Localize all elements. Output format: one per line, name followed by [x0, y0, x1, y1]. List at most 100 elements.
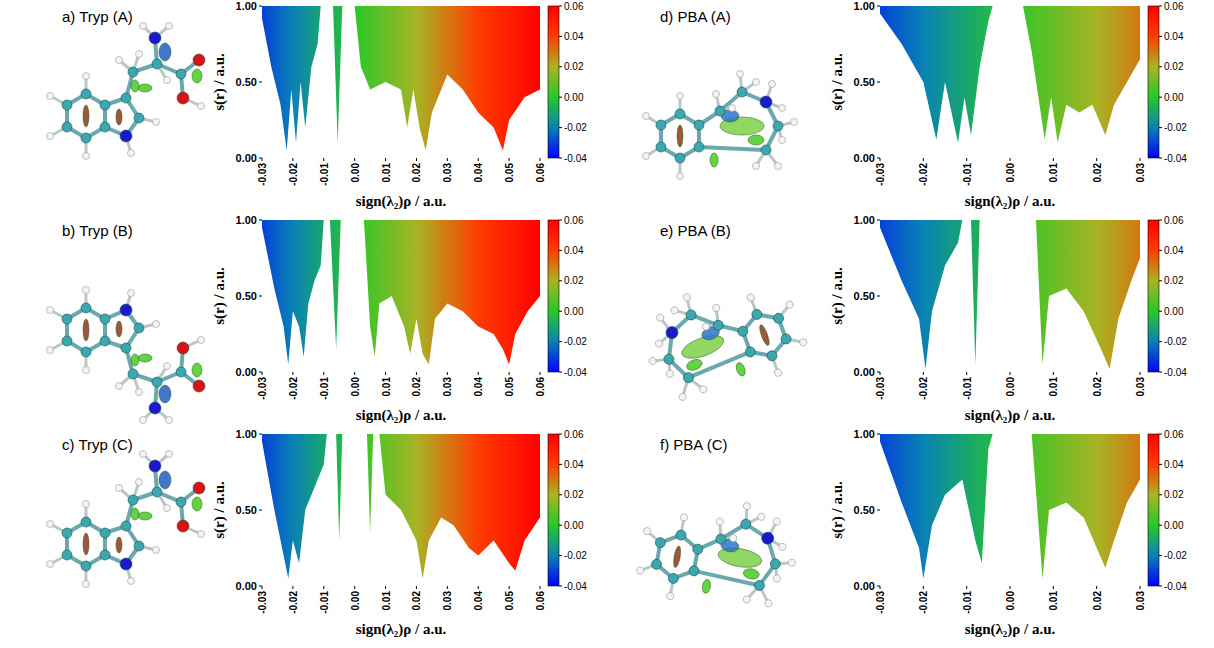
- hydrogen: [83, 153, 90, 160]
- nci-isosurface: [83, 105, 89, 127]
- x-tick: [416, 372, 417, 375]
- nci-area: [880, 220, 1140, 369]
- nci-isosurface: [116, 537, 122, 553]
- atom: [675, 153, 685, 163]
- hydrogen: [166, 23, 173, 30]
- colorbar-tick-label: 0.02: [564, 61, 584, 72]
- x-tick: [1053, 158, 1054, 161]
- x-tick: [509, 372, 510, 375]
- hydrogen: [83, 287, 90, 294]
- x-tick: [478, 158, 479, 161]
- colorbar: [1148, 6, 1159, 158]
- hydrogen: [128, 290, 135, 297]
- colorbar-tick-label: 0.00: [1164, 520, 1184, 531]
- atom: [121, 93, 131, 103]
- colorbar-tick-label: -0.02: [1164, 336, 1187, 347]
- hydrogen: [656, 313, 665, 322]
- atom: [81, 347, 91, 357]
- nci-isosurface: [116, 321, 122, 337]
- y-tick-label: 0.50: [236, 504, 257, 516]
- x-tick-label: -0.03: [875, 377, 886, 400]
- colorbar-tick-label: -0.04: [564, 367, 587, 378]
- x-axis-title: sign(λ₂)ρ / a.u.: [356, 621, 447, 638]
- x-tick-label: 0.06: [535, 591, 546, 611]
- x-tick-label: -0.01: [319, 163, 330, 186]
- nci-isosurface: [743, 568, 760, 581]
- x-tick: [966, 158, 967, 161]
- x-tick: [923, 586, 924, 589]
- molecule: [633, 486, 805, 620]
- atom: [81, 133, 91, 143]
- x-tick-label: 0.04: [473, 591, 484, 611]
- nci-isosurface: [131, 354, 139, 366]
- hydrogen: [83, 367, 90, 374]
- nci-isosurface: [131, 508, 139, 520]
- hydrogen: [83, 73, 90, 80]
- x-axis-title: sign(λ₂)ρ / a.u.: [356, 193, 447, 210]
- hydrogen: [773, 574, 781, 582]
- hydrogen: [47, 307, 54, 314]
- colorbar-tick-label: 0.02: [1164, 275, 1184, 286]
- nci-isosurface: [138, 354, 152, 362]
- y-tick-label: 0.50: [854, 76, 875, 88]
- atom: [773, 121, 783, 131]
- colorbar-tick: [559, 158, 562, 159]
- nci-isosurface: [138, 84, 152, 92]
- y-tick-label: 0.50: [854, 504, 875, 516]
- atom: [62, 528, 72, 538]
- hydrogen: [779, 105, 786, 112]
- x-tick-label: 0.00: [1005, 591, 1016, 611]
- hydrogen: [648, 356, 657, 365]
- panel-title: f) PBA (C): [660, 436, 728, 453]
- x-tick-label: -0.01: [319, 591, 330, 614]
- y-tick-label: 1.00: [236, 0, 257, 12]
- hydrogen: [746, 293, 755, 302]
- atom: [176, 69, 186, 79]
- x-tick-label: -0.02: [288, 377, 299, 400]
- y-tick: [259, 6, 262, 7]
- panel-title: a) Tryp (A): [62, 8, 133, 25]
- molecule: [47, 23, 206, 160]
- hydrogen: [198, 531, 205, 538]
- colorbar-tick-label: -0.02: [1164, 550, 1187, 561]
- colorbar-tick-label: 0.06: [564, 429, 584, 440]
- colorbar-tick-label: -0.04: [564, 153, 587, 164]
- colorbar-tick-label: -0.04: [1164, 581, 1187, 592]
- colorbar-tick-label: -0.04: [1164, 367, 1187, 378]
- atom: [715, 106, 725, 116]
- x-tick: [385, 586, 386, 589]
- atom: [694, 120, 704, 130]
- nci-isosurface: [116, 109, 122, 125]
- hydrogen: [753, 79, 760, 86]
- atom: [100, 528, 110, 538]
- y-axis-title: s(r) / a.u.: [211, 481, 228, 539]
- colorbar-tick-label: 0.06: [564, 215, 584, 226]
- x-tick-label: -0.02: [918, 377, 929, 400]
- hydrogen: [666, 592, 674, 600]
- atom: [100, 100, 110, 110]
- hydrogen: [140, 417, 147, 424]
- x-axis-title: sign(λ₂)ρ / a.u.: [965, 407, 1056, 424]
- colorbar-tick: [1159, 494, 1162, 495]
- x-tick: [323, 372, 324, 375]
- x-tick: [447, 158, 448, 161]
- nci-isosurface: [701, 579, 711, 594]
- y-tick: [259, 434, 262, 435]
- hydrogen: [774, 368, 783, 377]
- colorbar-tick-label: 0.02: [564, 275, 584, 286]
- colorbar-tick-label: 0.02: [564, 489, 584, 500]
- nci-isosurface: [83, 533, 89, 555]
- colorbar-tick-label: 0.06: [1164, 429, 1184, 440]
- atom: [754, 580, 766, 592]
- y-axis-title: s(r) / a.u.: [829, 53, 846, 111]
- nci-isosurface: [710, 153, 718, 167]
- y-axis-title: s(r) / a.u.: [211, 267, 228, 325]
- hydrogen: [198, 103, 205, 110]
- colorbar-tick: [559, 372, 562, 373]
- x-tick-label: 0.05: [504, 163, 515, 183]
- y-tick: [877, 510, 880, 511]
- colorbar-tick-label: 0.04: [1164, 245, 1184, 256]
- hydrogen: [678, 392, 687, 401]
- colorbar-tick: [1159, 6, 1162, 7]
- nci-area: [262, 434, 540, 578]
